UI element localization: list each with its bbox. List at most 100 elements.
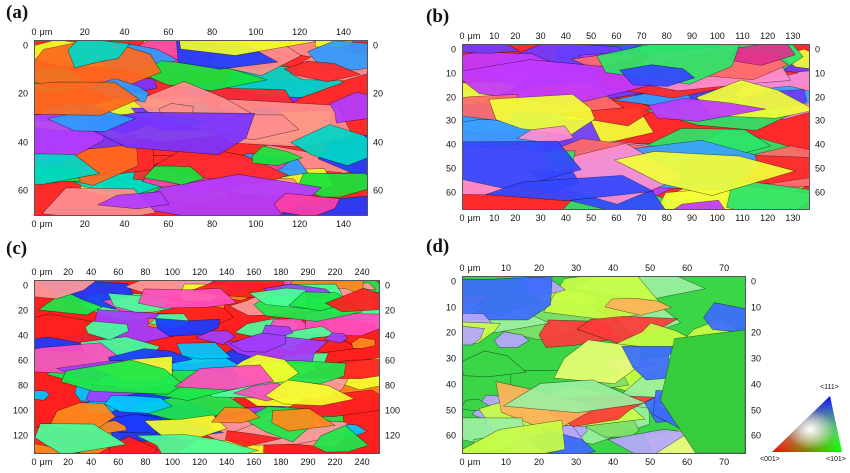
x-unit-label: μm <box>467 457 481 467</box>
y-tick-label: 60 <box>18 185 29 196</box>
x-tick-label: 140 <box>335 27 351 37</box>
x-tick-label: 130 <box>785 31 801 41</box>
x-tick-label: 220 <box>327 457 343 467</box>
grain <box>137 287 238 309</box>
grain <box>96 191 170 210</box>
grain <box>271 408 336 432</box>
x-tick-label: 160 <box>246 457 262 467</box>
y-tick-label: 0 <box>451 44 457 55</box>
y-tick-label-right: 20 <box>751 327 762 338</box>
x-tick-label: 40 <box>608 263 619 273</box>
y-tick-label-right: 50 <box>815 163 826 174</box>
x-tick-label: 40 <box>119 27 130 37</box>
grain <box>173 364 275 391</box>
grain <box>264 378 356 407</box>
y-tick-label-right: 120 <box>385 430 401 441</box>
x-tick-label: 40 <box>608 457 619 467</box>
y-tick-label: 20 <box>446 92 457 103</box>
y-tick-label-right: 100 <box>385 405 401 416</box>
grain <box>37 291 103 316</box>
x-tick-label: 40 <box>119 219 130 229</box>
x-tick-label: 70 <box>636 31 647 41</box>
x-tick-label: 90 <box>686 213 698 223</box>
x-tick-label: 20 <box>63 267 74 277</box>
x-tick-label: 80 <box>207 219 218 229</box>
y-tick-label: 50 <box>446 405 457 416</box>
x-tick-label: 20 <box>63 457 74 467</box>
y-tick-label-right: 40 <box>373 137 384 148</box>
x-tick-label: 120 <box>292 27 308 37</box>
grain <box>703 302 745 334</box>
grain <box>35 153 101 185</box>
orientation-map-d <box>463 277 745 453</box>
y-tick-label: 50 <box>446 163 457 174</box>
grain <box>35 443 61 453</box>
y-tick-label-right: 60 <box>373 185 384 196</box>
x-tick-label: 140 <box>219 267 235 277</box>
x-tick-label: 20 <box>510 31 521 41</box>
grain <box>35 423 128 453</box>
grain <box>502 379 646 414</box>
x-tick-label: 240 <box>354 267 370 277</box>
grain <box>35 81 140 116</box>
grain <box>485 175 655 202</box>
grain <box>324 287 379 313</box>
ebsd-map-d <box>462 276 746 454</box>
grain <box>312 424 370 453</box>
ebsd-map-b <box>462 44 810 210</box>
x-tick-label: 0 <box>31 267 37 277</box>
x-tick-label: 0 <box>31 27 37 37</box>
y-tick-label-right: 50 <box>751 405 762 416</box>
grain <box>329 91 367 124</box>
x-tick-label: 120 <box>292 219 308 229</box>
y-tick-label-right: 30 <box>751 353 762 364</box>
y-tick-label-right: 60 <box>751 430 762 441</box>
x-unit-label: μm <box>39 267 53 277</box>
y-tick-label-right: 60 <box>385 355 396 366</box>
y-tick-label: 0 <box>451 276 457 287</box>
x-tick-label: 60 <box>113 457 124 467</box>
x-tick-label: 20 <box>79 27 90 37</box>
x-tick-label: 120 <box>192 457 208 467</box>
y-tick-label: 40 <box>18 137 29 148</box>
x-tick-label: 120 <box>192 267 208 277</box>
x-tick-label: 50 <box>586 31 597 41</box>
x-tick-label: 80 <box>207 27 218 37</box>
grain <box>463 45 521 54</box>
x-tick-label: 10 <box>501 263 512 273</box>
y-tick-label-right: 20 <box>385 305 396 316</box>
x-tick-label: 60 <box>611 213 622 223</box>
x-tick-label: 100 <box>248 219 264 229</box>
y-tick-label: 10 <box>446 68 457 79</box>
y-tick-label-right: 0 <box>815 44 821 55</box>
x-tick-label: 60 <box>113 267 124 277</box>
ipf-color-key: <111> <001> <101> <box>760 382 850 470</box>
x-tick-label: 30 <box>535 213 546 223</box>
grain <box>251 145 304 166</box>
y-tick-label: 20 <box>446 327 457 338</box>
x-unit-label: μm <box>39 219 53 229</box>
x-tick-label: 30 <box>535 31 546 41</box>
grain <box>210 406 261 424</box>
y-tick-label: 60 <box>18 355 29 366</box>
grain <box>35 281 97 300</box>
y-tick-label: 20 <box>18 88 29 99</box>
x-tick-label: 60 <box>682 457 693 467</box>
y-tick-label: 20 <box>18 305 29 316</box>
y-tick-label: 80 <box>18 380 29 391</box>
panel-label-d: (d) <box>426 236 450 257</box>
y-tick-label-right: 10 <box>815 68 826 79</box>
panel-label-b: (b) <box>426 6 450 27</box>
y-tick-label-right: 40 <box>751 379 762 390</box>
grain <box>619 64 696 87</box>
panel-label-a: (a) <box>6 2 29 23</box>
orientation-map-b <box>463 45 809 209</box>
grain <box>136 434 260 453</box>
x-tick-label: 180 <box>273 457 289 467</box>
x-tick-label: 60 <box>682 263 693 273</box>
x-tick-label: 0 <box>31 457 37 467</box>
y-tick-label: 40 <box>18 330 29 341</box>
x-tick-label: 70 <box>636 213 647 223</box>
grain <box>613 151 797 196</box>
x-tick-label: 80 <box>661 31 672 41</box>
